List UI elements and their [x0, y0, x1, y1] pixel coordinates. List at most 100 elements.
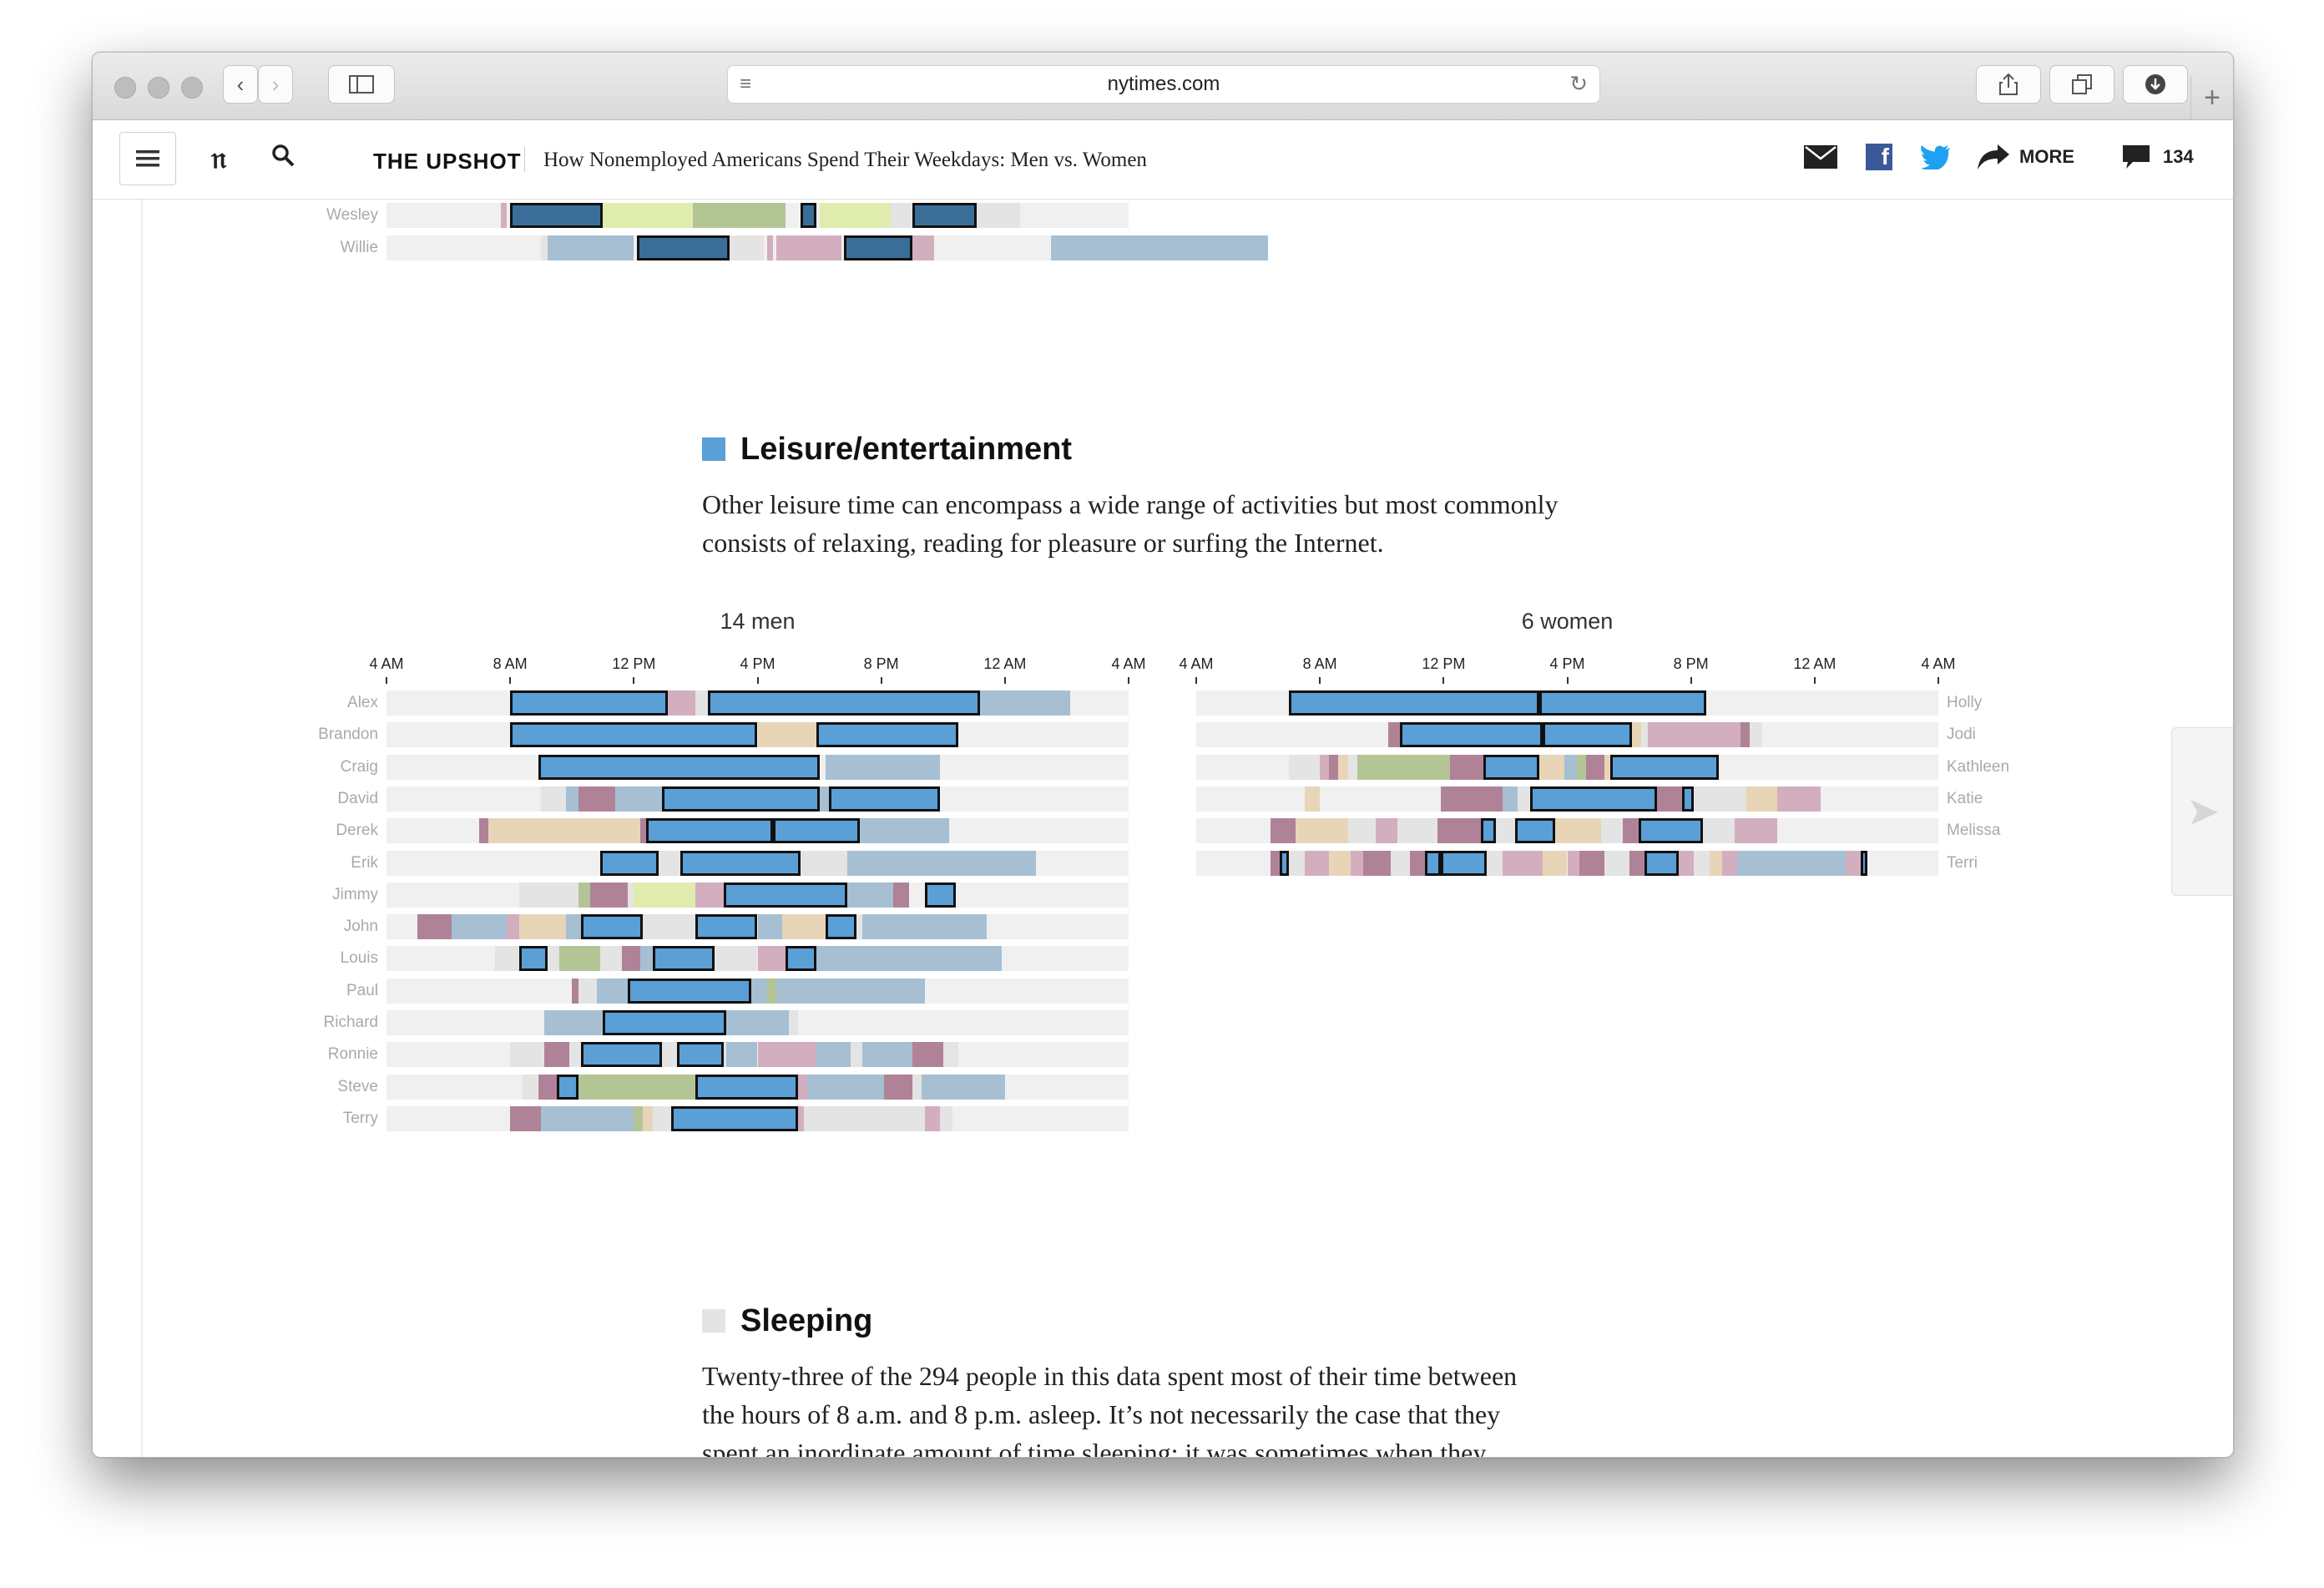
men-activity-segment: [797, 978, 925, 1004]
women-x-tick-mark: [1195, 677, 1197, 684]
section-name[interactable]: THE UPSHOT: [373, 149, 522, 174]
tabs-overview-button[interactable]: [2049, 65, 2114, 104]
men-leisure-segment: [627, 978, 752, 1004]
comments-button[interactable]: 134: [2121, 139, 2194, 175]
men-activity-segment: [726, 1010, 789, 1035]
women-activity-segment: [1397, 818, 1437, 844]
search-button[interactable]: [271, 144, 295, 171]
men-activity-segment: [652, 1105, 671, 1131]
men-activity-segment: [627, 882, 634, 908]
women-activity-segment: [1289, 754, 1321, 780]
twitter-icon: [1921, 145, 1950, 169]
men-leisure-segment: [816, 722, 959, 748]
previous-highlight-segment: [844, 235, 912, 260]
reader-icon[interactable]: ≡: [740, 73, 752, 95]
women-activity-segment: [1391, 850, 1410, 876]
women-x-tick-mark: [1442, 677, 1445, 684]
men-activity-segment: [634, 882, 696, 908]
url-text: nytimes.com: [1107, 73, 1220, 95]
women-activity-segment: [1409, 850, 1426, 876]
women-activity-segment: [1347, 754, 1357, 780]
men-activity-segment: [942, 1042, 959, 1068]
women-activity-segment: [1737, 850, 1846, 876]
men-x-tick-mark: [756, 677, 759, 684]
address-bar[interactable]: ≡ nytimes.com ↻: [727, 65, 1600, 104]
men-leisure-segment: [510, 722, 758, 748]
nyt-logo-icon[interactable]: 𝔫: [211, 141, 227, 174]
zoom-window-button[interactable]: [181, 77, 203, 99]
new-tab-button[interactable]: +: [2190, 76, 2233, 119]
men-activity-segment: [559, 946, 582, 972]
men-leisure-segment: [708, 690, 981, 716]
men-leisure-segment: [680, 850, 801, 876]
men-activity-segment: [543, 1042, 569, 1068]
men-activity-segment: [819, 786, 829, 812]
men-activity-segment: [695, 882, 724, 908]
more-share-button[interactable]: MORE: [1978, 139, 2074, 175]
women-leisure-segment: [1861, 850, 1867, 876]
share-arrow-icon: [1978, 144, 2009, 169]
email-button[interactable]: [1804, 139, 1837, 175]
minimize-window-button[interactable]: [148, 77, 169, 99]
women-activity-segment: [1746, 786, 1778, 812]
next-article-button[interactable]: ➤: [2171, 727, 2233, 896]
men-x-tick-mark: [880, 677, 882, 684]
men-activity-segment: [859, 818, 912, 844]
next-arrow-icon: ➤: [2185, 790, 2220, 834]
men-x-tick-mark: [509, 677, 512, 684]
men-activity-segment: [634, 786, 662, 812]
women-x-tick-label: 4 AM: [1179, 655, 1214, 672]
men-activity-segment: [590, 882, 628, 908]
women-activity-segment: [1357, 754, 1450, 780]
men-activity-segment: [596, 978, 628, 1004]
women-leisure-segment: [1610, 754, 1719, 780]
women-leisure-segment: [1483, 754, 1540, 780]
women-leisure-segment: [1681, 786, 1695, 812]
men-activity-segment: [643, 914, 696, 940]
reload-icon[interactable]: ↻: [1569, 71, 1588, 96]
women-activity-segment: [1449, 754, 1484, 780]
men-activity-segment: [578, 882, 591, 908]
twitter-button[interactable]: [1921, 139, 1951, 175]
men-activity-segment: [541, 786, 566, 812]
women-x-tick-label: 12 PM: [1422, 655, 1466, 672]
men-row-name: Craig: [340, 757, 378, 776]
men-activity-segment: [510, 1042, 544, 1068]
previous-highlight-segment: [801, 203, 816, 228]
downloads-button[interactable]: [2123, 65, 2188, 104]
previous-activity-segment: [501, 203, 508, 228]
women-activity-segment: [1502, 850, 1543, 876]
men-activity-segment: [921, 1074, 1005, 1100]
facebook-button[interactable]: f: [1866, 139, 1892, 175]
men-activity-segment: [782, 914, 826, 940]
men-activity-segment: [547, 946, 560, 972]
women-activity-segment: [1750, 722, 1762, 748]
leisure-title-text: Leisure/entertainment: [740, 432, 1072, 467]
men-activity-segment: [912, 1074, 922, 1100]
women-activity-segment: [1694, 786, 1747, 812]
women-chart-title: 6 women: [1521, 609, 1614, 634]
women-activity-segment: [1270, 818, 1296, 844]
men-row-name: Ronnie: [327, 1045, 378, 1064]
men-row-name: Paul: [346, 981, 378, 999]
men-leisure-segment: [556, 1074, 578, 1100]
men-activity-segment: [797, 1105, 805, 1131]
sections-menu-button[interactable]: [119, 132, 176, 185]
women-activity-segment: [1564, 754, 1577, 780]
back-button[interactable]: ‹: [223, 65, 258, 104]
men-activity-segment: [893, 882, 909, 908]
men-activity-segment: [723, 1042, 727, 1068]
previous-activity-segment: [912, 235, 934, 260]
men-row-name: Steve: [337, 1077, 378, 1095]
previous-activity-segment: [547, 235, 634, 260]
women-activity-segment: [1721, 850, 1738, 876]
sidebar-toggle-button[interactable]: [328, 65, 395, 104]
men-x-tick-mark: [386, 677, 387, 684]
women-activity-segment: [1629, 850, 1645, 876]
close-window-button[interactable]: [114, 77, 136, 99]
men-leisure-segment: [646, 818, 773, 844]
forward-button[interactable]: ›: [258, 65, 293, 104]
share-button[interactable]: [1976, 65, 2041, 104]
women-activity-segment: [1304, 786, 1321, 812]
women-row-name: Jodi: [1947, 726, 1976, 744]
